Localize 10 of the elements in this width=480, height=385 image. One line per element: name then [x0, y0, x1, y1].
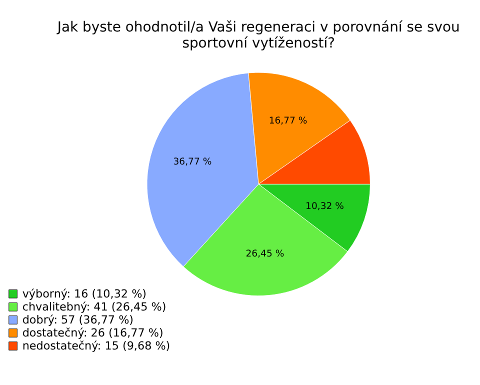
data-label: 36,77 %: [173, 156, 212, 168]
data-label: 26,45 %: [246, 248, 284, 260]
chart-title: Jak byste ohodnotil/a Vaši regeneraci v porovnání se svou sportovní vytížeností?: [56, 20, 460, 52]
legend-label: dostatečný: 26 (16,77 %): [22, 326, 164, 340]
legend-label: chvalitebný: 41 (26,45 %): [22, 300, 166, 314]
data-label: 10,32 %: [306, 201, 344, 212]
legend-label: nedostatečný: 15 (9,68 %): [22, 340, 170, 353]
legend-label: dobrý: 57 (36,77 %): [22, 314, 134, 327]
data-label: 16,77 %: [268, 116, 308, 127]
legend-label: výborný: 16 (10,32 %): [22, 288, 147, 301]
